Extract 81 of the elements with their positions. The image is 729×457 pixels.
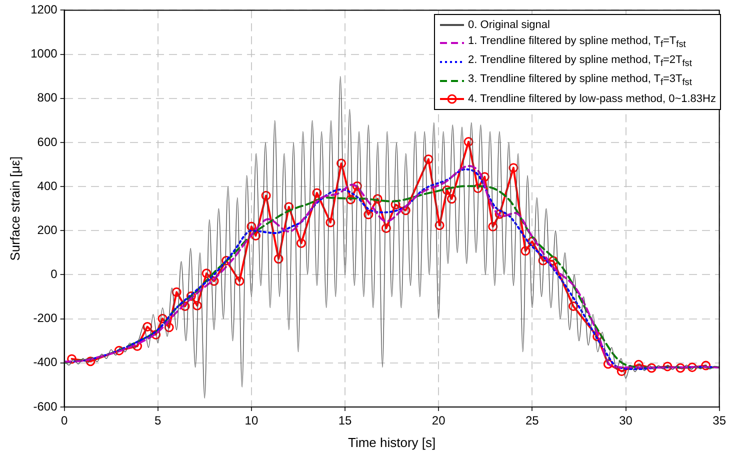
x-tick-label: 0: [60, 414, 68, 428]
point: [424, 154, 434, 164]
line-series: [64, 76, 720, 399]
x-tick-label: 15: [338, 414, 352, 428]
point: [527, 236, 537, 246]
x-axis-title: Time history [s]: [348, 434, 436, 450]
point: [676, 363, 686, 373]
point: [687, 362, 697, 372]
point: [202, 268, 212, 278]
point: [494, 209, 504, 219]
point: [592, 332, 602, 342]
y-tick-label: 0: [50, 267, 58, 282]
point: [114, 346, 124, 356]
point: [284, 202, 294, 212]
point: [442, 185, 452, 195]
point: [603, 359, 613, 369]
point: [261, 190, 271, 200]
point: [192, 300, 202, 310]
y-tick-label: 800: [37, 90, 58, 105]
point: [296, 238, 306, 248]
x-tick-label: 30: [619, 414, 633, 428]
point: [86, 356, 96, 366]
point: [701, 360, 711, 370]
x-tick-label: 20: [432, 414, 446, 428]
y-tick-label: 400: [37, 178, 58, 193]
y-tick-label: -200: [33, 311, 58, 326]
y-tick-label: 1200: [30, 2, 58, 17]
point: [434, 220, 444, 230]
point: [520, 246, 530, 256]
legend-label: 4. Trendline filtered by low-pass method, 0~1.83Hz: [468, 92, 716, 107]
y-tick-label: -600: [33, 399, 58, 414]
point: [151, 330, 161, 340]
y-tick-label: 1000: [30, 46, 58, 61]
point: [400, 206, 410, 216]
point: [326, 218, 336, 228]
point: [446, 194, 456, 204]
point: [508, 163, 518, 173]
point: [132, 341, 142, 351]
point: [538, 256, 548, 266]
point: [616, 366, 626, 376]
point: [480, 172, 490, 182]
point: [346, 194, 356, 204]
point: [180, 302, 190, 312]
x-tick-label: 35: [712, 414, 726, 428]
y-tick-label: -400: [33, 355, 58, 370]
point: [222, 256, 232, 266]
y-tick-label: 200: [37, 222, 58, 237]
point: [548, 256, 558, 266]
x-tick-label: 10: [244, 414, 258, 428]
point: [209, 276, 219, 286]
point: [352, 181, 362, 191]
point: [67, 354, 77, 364]
point: [364, 210, 374, 220]
legend-label: 2. Trendline filtered by spline method, T$_{f}$=2T$_{fst}$: [468, 53, 692, 70]
point: [662, 362, 672, 372]
point: [234, 276, 244, 286]
legend-label: 1. Trendline filtered by spline method, T$_{f}$=T$_{fst}$: [468, 34, 686, 52]
point: [246, 222, 256, 232]
point: [186, 291, 196, 301]
point: [634, 360, 644, 370]
legend-label: 0. Original signal: [468, 18, 550, 33]
point: [372, 194, 382, 204]
legend-label: 3. Trendline filtered by spline method, T$_{f}$=3T$_{fst}$: [468, 72, 692, 90]
y-axis-title: Surface strain [με]: [7, 156, 22, 261]
point: [312, 188, 322, 198]
point: [251, 230, 260, 240]
point: [274, 254, 284, 264]
point: [488, 222, 498, 232]
point: [568, 302, 578, 312]
point: [336, 158, 346, 168]
point: [473, 184, 483, 194]
point: [646, 363, 656, 373]
point: [381, 223, 391, 233]
point: [142, 322, 152, 332]
point: [164, 322, 174, 332]
x-tick-label: 5: [154, 414, 162, 428]
point: [464, 137, 474, 147]
y-tick-label: 600: [37, 134, 58, 149]
point: [158, 314, 168, 324]
x-tick-label: 25: [525, 414, 540, 428]
point: [172, 287, 182, 297]
